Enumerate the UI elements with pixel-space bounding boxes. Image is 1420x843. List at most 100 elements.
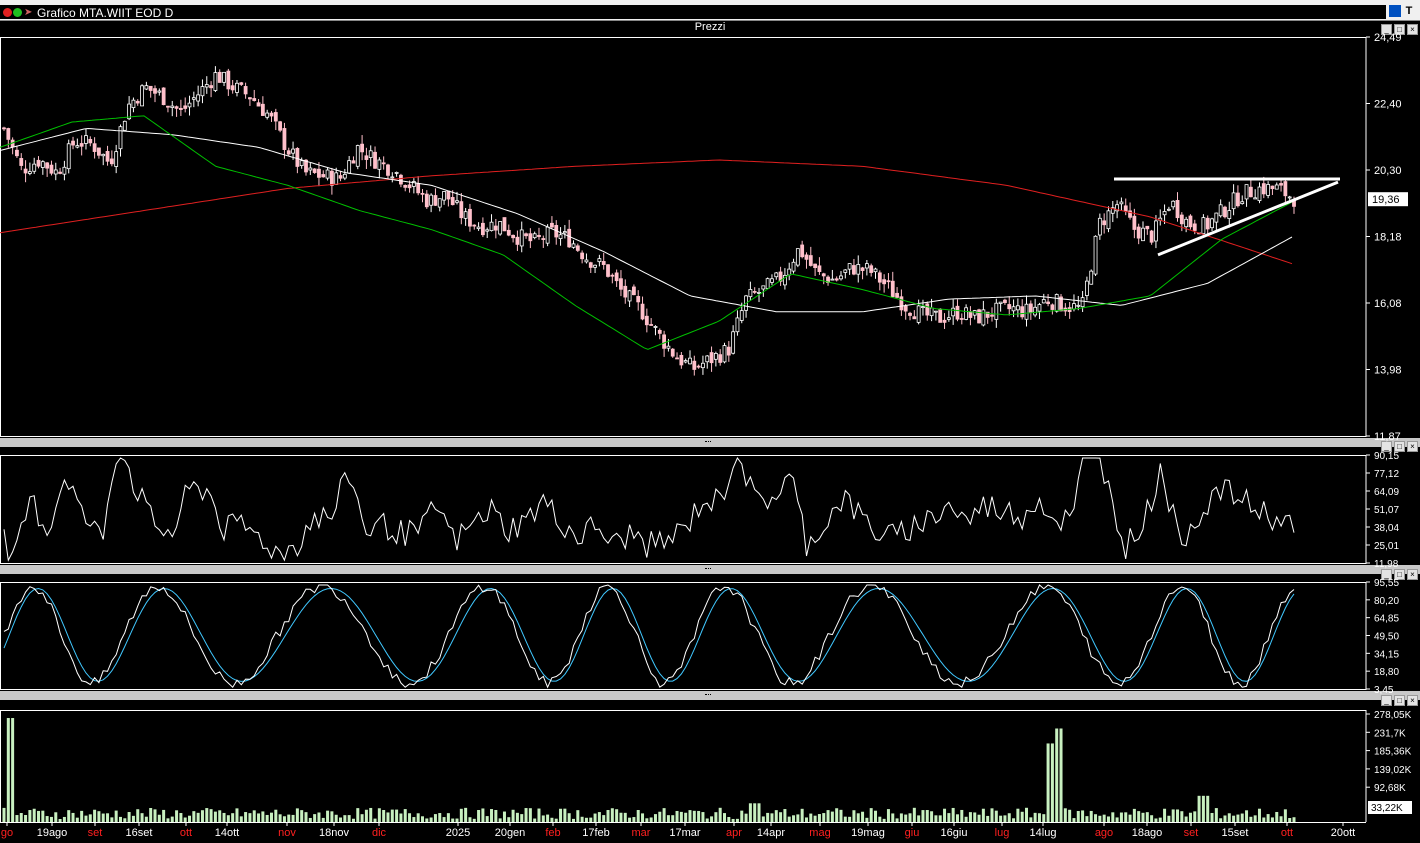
volume-bar bbox=[1245, 810, 1249, 822]
candle-body bbox=[511, 234, 515, 239]
candle-body bbox=[282, 128, 287, 150]
volume-bar bbox=[507, 817, 511, 822]
minimize-pane-button[interactable]: _ bbox=[1381, 441, 1392, 452]
date-tick-label: 19ago bbox=[37, 827, 68, 839]
volume-bar bbox=[1003, 815, 1007, 822]
candle-body bbox=[683, 360, 688, 363]
maximize-pane-button[interactable]: □ bbox=[1394, 441, 1405, 452]
splitter-grip[interactable] bbox=[705, 441, 711, 444]
candle-body bbox=[1015, 305, 1020, 311]
volume-bar bbox=[144, 816, 148, 822]
text-tool-icon[interactable]: T bbox=[1403, 5, 1415, 17]
link-arrow-icon[interactable]: ➤ bbox=[24, 7, 33, 18]
candle-body bbox=[403, 185, 408, 188]
maximize-pane-button[interactable]: □ bbox=[1394, 695, 1405, 706]
candle-body bbox=[355, 145, 360, 167]
candle-body bbox=[774, 272, 779, 278]
splitter-grip[interactable] bbox=[705, 568, 711, 571]
volume-bar bbox=[205, 808, 209, 822]
close-pane-button[interactable]: × bbox=[1407, 695, 1418, 706]
window-titlebar: ➤ Grafico MTA.WIIT EOD D T bbox=[0, 0, 1420, 21]
candle-body bbox=[1033, 306, 1038, 316]
volume-bar bbox=[416, 813, 420, 822]
candle-body bbox=[679, 354, 684, 366]
minimize-pane-button[interactable]: _ bbox=[1381, 569, 1392, 580]
candle-body bbox=[1266, 184, 1271, 196]
candle-body bbox=[1028, 303, 1033, 313]
volume-bar bbox=[157, 814, 161, 822]
candle-body bbox=[903, 305, 908, 312]
volume-bar bbox=[1141, 812, 1145, 822]
volume-bar bbox=[343, 815, 347, 822]
candle-body bbox=[739, 310, 744, 321]
volume-bar bbox=[679, 811, 683, 822]
price-axis-tick-label: 24,49 bbox=[1374, 32, 1402, 44]
candle-body bbox=[308, 167, 313, 171]
splitter-grip[interactable] bbox=[705, 694, 711, 697]
candle-body bbox=[187, 102, 192, 108]
maximize-pane-button[interactable]: □ bbox=[1394, 24, 1405, 35]
candle-body bbox=[619, 278, 623, 290]
volume-bar bbox=[826, 810, 830, 822]
candle-body bbox=[1270, 185, 1275, 190]
volume-bar bbox=[735, 818, 739, 822]
candle-body bbox=[506, 229, 511, 236]
candle-body bbox=[390, 176, 395, 179]
maximize-pane-button[interactable]: □ bbox=[1394, 569, 1405, 580]
volume-bar bbox=[429, 817, 433, 822]
candle-body bbox=[713, 352, 718, 360]
volume-bar bbox=[710, 816, 714, 822]
candle-body bbox=[213, 72, 218, 91]
candle-body bbox=[411, 181, 416, 187]
candle-body bbox=[1080, 297, 1085, 308]
volume-bar bbox=[127, 812, 131, 822]
volume-bar bbox=[1236, 814, 1240, 822]
candle-body bbox=[787, 268, 792, 276]
date-tick-label: dic bbox=[372, 827, 387, 839]
minimize-pane-button[interactable]: _ bbox=[1381, 695, 1392, 706]
candle-body bbox=[1085, 280, 1089, 296]
candle-body bbox=[1136, 226, 1141, 239]
candle-body bbox=[265, 112, 270, 118]
pane-splitter-1[interactable] bbox=[0, 438, 1420, 447]
date-tick-label: 17mar bbox=[669, 827, 701, 839]
volume-bar bbox=[1089, 810, 1093, 822]
volume-bar bbox=[817, 814, 821, 822]
stoch-axis-tick-label: 3,45 bbox=[1374, 685, 1394, 696]
volume-bar bbox=[295, 808, 299, 822]
volume-bar bbox=[861, 811, 865, 822]
candle-body bbox=[1192, 223, 1197, 231]
volume-bar bbox=[830, 811, 834, 822]
close-pane-button[interactable]: × bbox=[1407, 441, 1418, 452]
close-pane-button[interactable]: × bbox=[1407, 569, 1418, 580]
minimize-pane-button[interactable]: _ bbox=[1381, 24, 1392, 35]
candle-body bbox=[860, 267, 865, 271]
volume-bar bbox=[891, 813, 895, 822]
volume-bar bbox=[140, 813, 144, 822]
volume-bar bbox=[477, 810, 481, 822]
price-pane-label: Prezzi bbox=[694, 21, 726, 33]
candle-body bbox=[27, 171, 32, 174]
volume-bar bbox=[951, 807, 955, 822]
candle-body bbox=[252, 98, 257, 101]
volume-bar bbox=[269, 812, 273, 822]
volume-bar bbox=[628, 817, 632, 822]
candle-body bbox=[722, 345, 727, 363]
date-tick-label: set bbox=[88, 827, 103, 839]
pane-splitter-3[interactable] bbox=[0, 691, 1420, 700]
candle-body bbox=[925, 303, 930, 316]
candle-body bbox=[757, 292, 761, 294]
blue-square-icon[interactable] bbox=[1389, 5, 1401, 17]
pane-splitter-2[interactable] bbox=[0, 565, 1420, 574]
candle-body bbox=[502, 217, 507, 232]
volume-bar bbox=[1206, 795, 1210, 822]
candle-body bbox=[88, 138, 93, 144]
candle-body bbox=[1236, 192, 1240, 207]
volume-bar bbox=[481, 808, 485, 822]
volume-bar bbox=[835, 808, 839, 822]
volume-bar bbox=[899, 813, 903, 822]
volume-bar bbox=[170, 816, 174, 822]
candle-body bbox=[1149, 230, 1154, 243]
close-pane-button[interactable]: × bbox=[1407, 24, 1418, 35]
